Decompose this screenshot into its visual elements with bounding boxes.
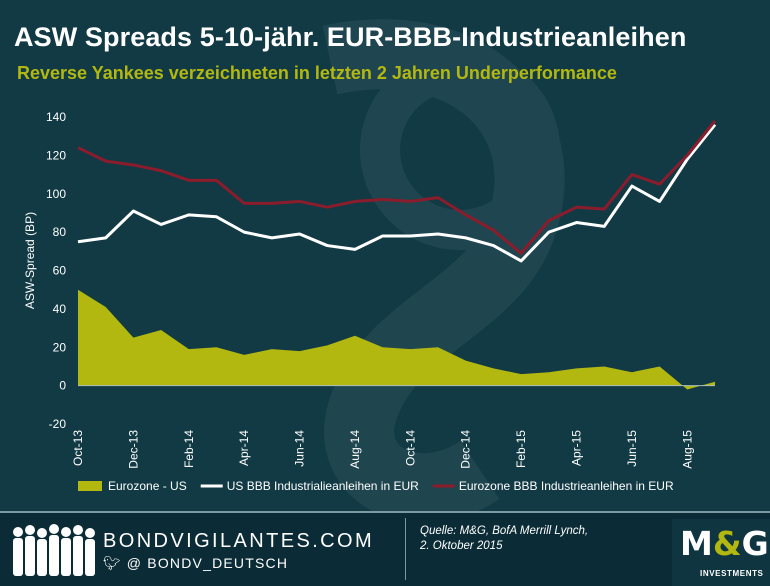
x-tick-label: Jun-15 <box>625 430 639 467</box>
x-tick-label: Apr-15 <box>570 430 584 466</box>
logo-g: G <box>741 524 769 563</box>
legend-label: Eurozone BBB Industrieanleihen in EUR <box>459 479 674 493</box>
legend-swatch-eurozone-us <box>78 481 102 491</box>
logo-box <box>672 519 770 586</box>
y-tick-label: 140 <box>46 110 66 124</box>
y-tick-label: 100 <box>46 187 66 201</box>
source-note: Quelle: M&G, BofA Merrill Lynch, 2. Okto… <box>420 524 588 554</box>
source-line-1: Quelle: M&G, BofA Merrill Lynch, <box>420 525 589 537</box>
area-eurozone-minus-us <box>78 289 715 390</box>
silhouettes-icon <box>13 524 95 576</box>
legend-label: Eurozone - US <box>108 479 187 493</box>
footer-divider-line <box>0 511 770 513</box>
y-tick-label: 80 <box>53 225 67 239</box>
x-tick-label: Feb-14 <box>182 430 196 468</box>
handle-text: BONDV_DEUTSCH <box>147 555 289 571</box>
x-tick-label: Oct-13 <box>71 430 85 466</box>
source-line-2: 2. Oktober 2015 <box>420 540 503 552</box>
x-tick-label: Apr-14 <box>237 430 251 466</box>
x-tick-label: Oct-14 <box>403 430 417 466</box>
y-axis-label: ASW-Spread (BP) <box>23 212 37 309</box>
mg-logo: M&G <box>680 524 769 563</box>
y-tick-label: 0 <box>59 379 66 393</box>
x-tick-label: Aug-15 <box>680 430 694 469</box>
logo-amp: & <box>712 524 742 563</box>
page-title: ASW Spreads 5-10-jähr. EUR-BBB-Industrie… <box>14 22 687 52</box>
page-subtitle: Reverse Yankees verzeichneten in letzten… <box>17 63 617 83</box>
line-eurozone-bbb <box>77 119 717 255</box>
twitter-handle[interactable]: 🐦︎ @ BONDV_DEUTSCH <box>103 555 288 572</box>
y-tick-label: 60 <box>53 264 67 278</box>
y-axis-ticks: -20 0 20 40 60 80 100 120 140 <box>46 110 66 431</box>
x-tick-label: Jun-14 <box>293 430 307 467</box>
legend: Eurozone - US US BBB Industrialieanleihen… <box>78 479 674 493</box>
footer-bar <box>0 511 770 586</box>
y-tick-label: -20 <box>49 417 67 431</box>
watermark-ampersand <box>322 19 565 524</box>
footer-separator <box>405 518 406 580</box>
handle-prefix: @ <box>126 555 143 571</box>
y-tick-label: 20 <box>53 340 67 354</box>
legend-label: US BBB Industrialieanleihen in EUR <box>227 479 419 493</box>
y-tick-label: 120 <box>46 148 66 162</box>
twitter-bird-icon: 🐦︎ <box>103 555 121 571</box>
line-us-bbb <box>77 123 717 263</box>
x-tick-label: Dec-13 <box>126 430 140 469</box>
x-axis-ticks: Oct-13 Dec-13 Feb-14 Apr-14 Jun-14 Aug-14 Oct-… <box>71 430 694 469</box>
series-group <box>77 119 717 390</box>
y-tick-label: 40 <box>53 302 67 316</box>
logo-m: M <box>680 524 713 563</box>
x-tick-label: Dec-14 <box>459 430 473 469</box>
x-tick-label: Aug-14 <box>348 430 362 469</box>
brand-name[interactable]: BONDVIGILANTES.COM <box>103 530 375 552</box>
logo-subtitle: INVESTMENTS <box>700 569 764 578</box>
x-tick-label: Feb-15 <box>514 430 528 468</box>
